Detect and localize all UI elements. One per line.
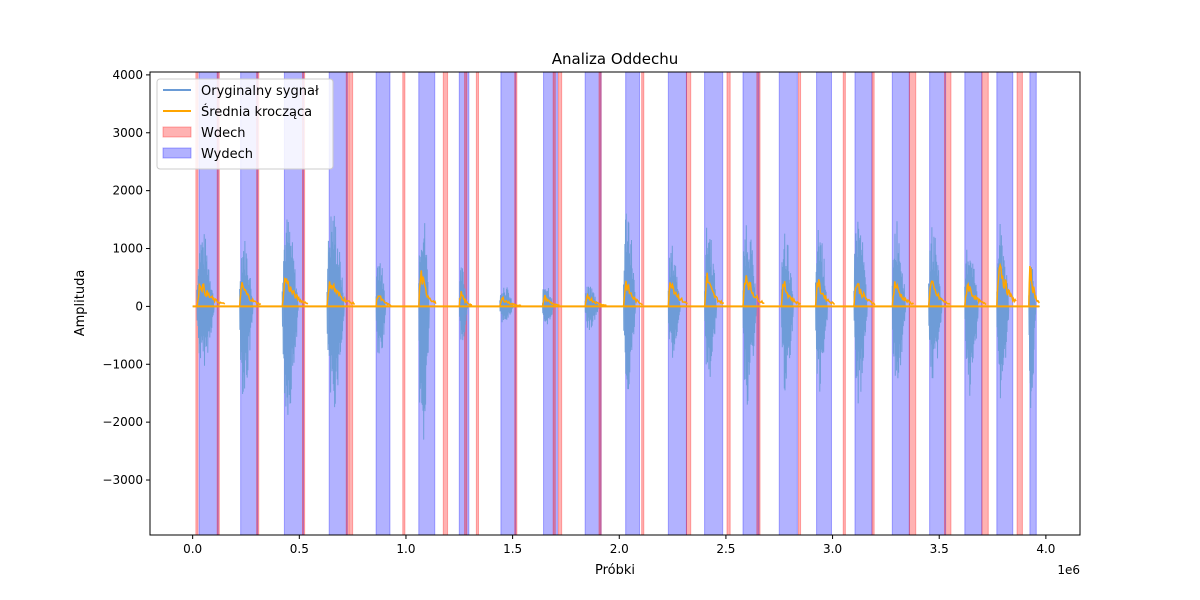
y-tick-label: 3000 (112, 126, 143, 140)
x-tick-label: 0.0 (183, 542, 202, 556)
legend-label: Wdech (201, 126, 246, 141)
inhale-region (345, 72, 349, 535)
x-axis-label: Próbki (595, 563, 635, 578)
legend-box (156, 78, 334, 170)
y-tick-label: 0 (135, 299, 143, 313)
rolling-average-burst (326, 281, 355, 307)
x-tick-label: 1.0 (396, 542, 415, 556)
y-axis: −3000 −2000 −1000 0 1000 2000 3000 4000 (102, 68, 150, 487)
rolling-average-burst (814, 279, 836, 307)
inhale-region (641, 72, 645, 535)
rolling-average-burst (703, 272, 724, 307)
rolling-average-burst (238, 282, 262, 307)
x-tick-label: 3.0 (823, 542, 842, 556)
inhale-region (557, 72, 563, 535)
legend-label: Wydech (201, 147, 253, 162)
legend: Oryginalny sygnał Średnia krocząca Wdech Wy… (156, 78, 334, 170)
legend-swatch-patch (162, 147, 192, 159)
rolling-average-burst (891, 281, 915, 307)
x-tick-label: 4.0 (1036, 542, 1055, 556)
x-axis: 0.0 0.5 1.0 1.5 2.0 2.5 3.0 3.5 4.0 (183, 535, 1055, 556)
y-tick-label: −1000 (102, 357, 143, 371)
x-tick-label: 2.0 (610, 542, 629, 556)
legend-swatch-patch (162, 126, 192, 138)
rolling-average-burst (1028, 265, 1040, 307)
rolling-average-burst (458, 291, 473, 307)
rolling-average-burst (584, 292, 607, 307)
x-tick-label: 3.5 (930, 542, 949, 556)
rolling-average-burst (780, 281, 802, 307)
inhale-region (402, 72, 406, 535)
inhale-region (514, 72, 518, 535)
rolling-average-burst (927, 280, 951, 307)
x-tick-label: 2.5 (716, 542, 735, 556)
x-tick-label: 1.5 (503, 542, 522, 556)
inhale-region (1016, 72, 1023, 535)
inhale-region (842, 72, 846, 535)
rolling-average-burst (499, 295, 522, 307)
rolling-average-burst (418, 270, 437, 307)
x-tick-label: 0.5 (290, 542, 309, 556)
y-axis-label: Amplituda (73, 270, 88, 337)
y-tick-label: 2000 (112, 184, 143, 198)
y-tick-label: −3000 (102, 473, 143, 487)
rolling-average-burst (281, 276, 309, 307)
rolling-average-burst (853, 282, 876, 307)
rolling-average-burst (375, 295, 392, 307)
inhale-region (475, 72, 479, 535)
chart-title: Analiza Oddechu (552, 50, 678, 68)
rolling-average-burst (964, 281, 987, 307)
y-tick-label: 4000 (112, 68, 143, 82)
inhale-region (756, 72, 761, 535)
rolling-average-burst (667, 281, 688, 307)
rolling-average-burst (622, 280, 644, 307)
plot-frame (149, 71, 1081, 536)
rolling-average-burst (742, 275, 765, 307)
y-tick-label: 1000 (112, 242, 143, 256)
legend-label: Oryginalny sygnał (201, 84, 319, 99)
rolling-average-burst (196, 282, 226, 307)
rolling-average-burst (541, 294, 560, 307)
y-tick-label: −2000 (102, 415, 143, 429)
rolling-average-burst (996, 262, 1017, 307)
x-axis-offset-label: 1e6 (1057, 563, 1080, 577)
inhale-region (726, 72, 731, 535)
inhale-region (442, 72, 449, 535)
legend-label: Średnia krocząca (201, 104, 312, 120)
rolling-average-series (192, 262, 1040, 308)
